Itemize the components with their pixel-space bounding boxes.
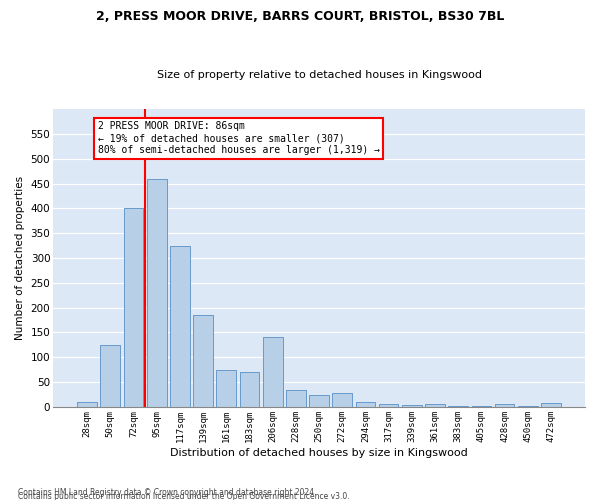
Bar (217, 370, 236, 407)
Bar (472, 406, 491, 407)
Y-axis label: Number of detached properties: Number of detached properties (15, 176, 25, 340)
Bar (239, 372, 259, 407)
Bar (518, 406, 538, 407)
Bar (77, 402, 97, 407)
Text: 2, PRESS MOOR DRIVE, BARRS COURT, BRISTOL, BS30 7BL: 2, PRESS MOOR DRIVE, BARRS COURT, BRISTO… (96, 10, 504, 23)
Bar (100, 345, 120, 407)
Bar (402, 406, 422, 407)
Bar (425, 404, 445, 407)
Bar (263, 338, 283, 407)
Bar (193, 315, 213, 407)
Title: Size of property relative to detached houses in Kingswood: Size of property relative to detached ho… (157, 70, 482, 81)
X-axis label: Distribution of detached houses by size in Kingswood: Distribution of detached houses by size … (170, 448, 468, 458)
Bar (170, 246, 190, 407)
Bar (147, 178, 167, 407)
Bar (356, 402, 375, 407)
Bar (448, 406, 468, 407)
Bar (332, 393, 352, 407)
Bar (124, 208, 143, 407)
Bar (309, 394, 329, 407)
Text: Contains public sector information licensed under the Open Government Licence v3: Contains public sector information licen… (18, 492, 350, 500)
Text: 2 PRESS MOOR DRIVE: 86sqm
← 19% of detached houses are smaller (307)
80% of semi: 2 PRESS MOOR DRIVE: 86sqm ← 19% of detac… (98, 122, 380, 154)
Text: Contains HM Land Registry data © Crown copyright and database right 2024.: Contains HM Land Registry data © Crown c… (18, 488, 317, 497)
Bar (495, 404, 514, 407)
Bar (286, 390, 306, 407)
Bar (379, 404, 398, 407)
Bar (541, 403, 561, 407)
